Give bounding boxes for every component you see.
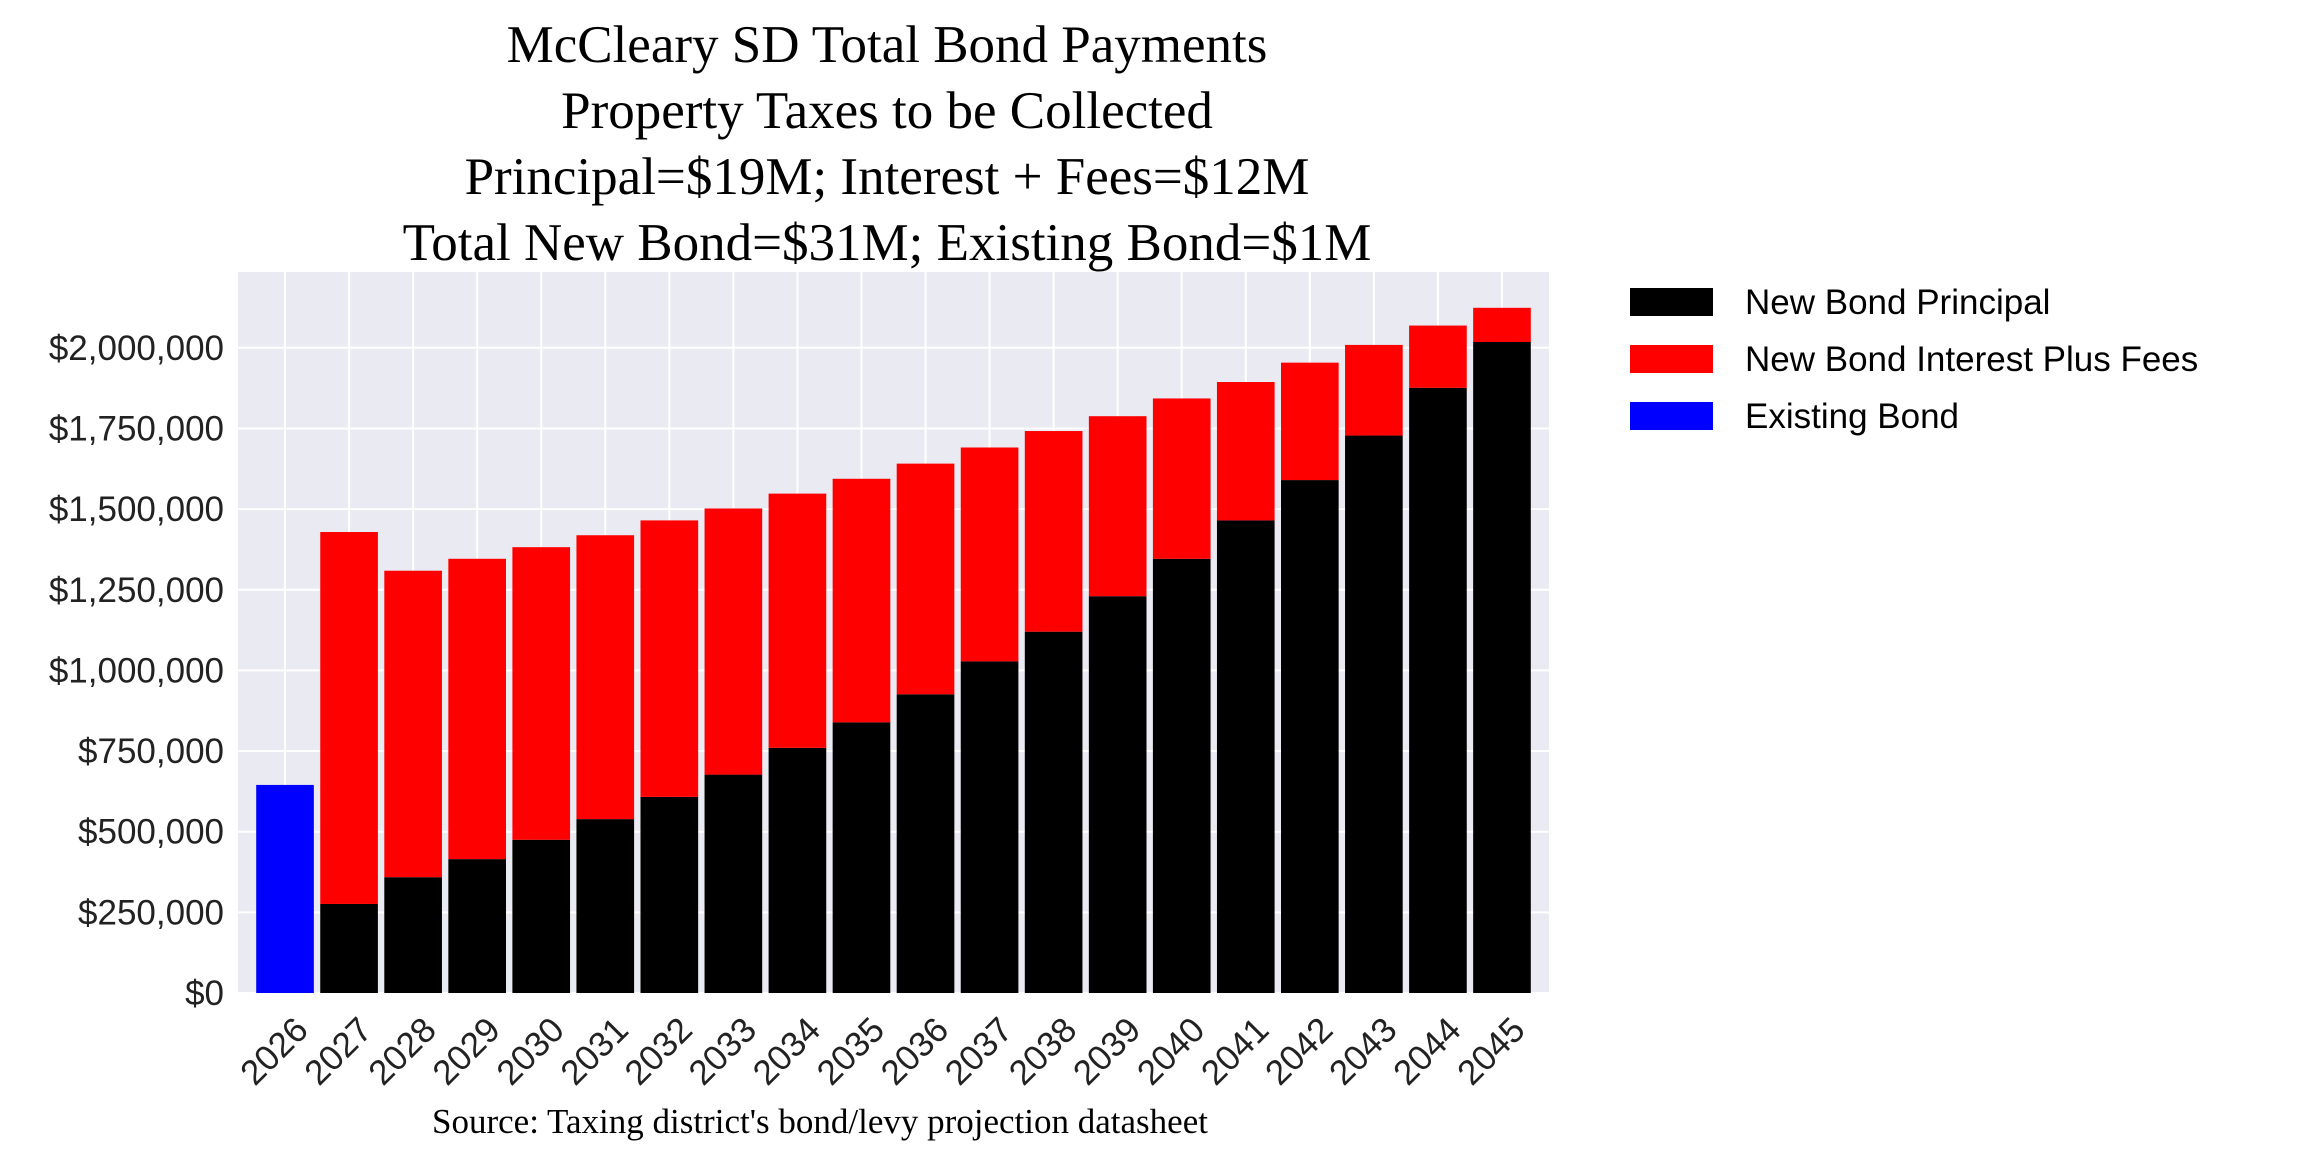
title-line-2: Property Taxes to be Collected: [561, 82, 1213, 140]
bar-2043-series-1: [1345, 344, 1403, 436]
legend-label: New Bond Interest Plus Fees: [1745, 340, 2198, 379]
bar-2034-series-0: [768, 747, 827, 993]
bar-2037-series-0: [960, 661, 1019, 993]
legend-label: Existing Bond: [1745, 397, 1959, 436]
x-tick-label: 2042: [1258, 1010, 1341, 1093]
y-tick-label: $2,000,000: [49, 329, 224, 368]
x-tick-label: 2041: [1194, 1010, 1277, 1093]
bar-2029-series-0: [448, 859, 506, 993]
x-tick-label: 2045: [1450, 1010, 1533, 1093]
bar-2027-series-0: [320, 903, 378, 993]
title-line-4: Total New Bond=$31M; Existing Bond=$1M: [403, 214, 1372, 272]
y-tick-label: $1,000,000: [49, 651, 224, 690]
x-tick-label: 2029: [425, 1010, 508, 1093]
x-tick-label: 2044: [1386, 1010, 1469, 1093]
bar-2043-series-0: [1345, 435, 1403, 994]
bar-2030-series-1: [512, 547, 571, 840]
x-tick-label: 2036: [874, 1010, 957, 1093]
x-axis-ticks: 2026202720282029203020312032203320342035…: [233, 1010, 1533, 1093]
bar-2036-series-1: [896, 463, 955, 695]
x-tick-label: 2043: [1322, 1010, 1405, 1093]
bar-2040-series-1: [1152, 398, 1211, 559]
x-tick-label: 2037: [938, 1010, 1021, 1093]
x-tick-label: 2034: [745, 1010, 828, 1093]
chart-title: McCleary SD Total Bond Payments Property…: [403, 16, 1372, 272]
x-tick-label: 2027: [297, 1010, 380, 1093]
bar-2042-series-0: [1281, 480, 1339, 993]
x-tick-label: 2030: [489, 1010, 572, 1093]
y-tick-label: $1,750,000: [49, 409, 224, 448]
bar-2045-series-0: [1473, 342, 1531, 993]
bar-2044-series-0: [1409, 387, 1467, 993]
bar-2038-series-1: [1024, 431, 1083, 632]
bar-2032-series-0: [640, 796, 699, 993]
y-tick-label: $1,500,000: [49, 490, 224, 529]
x-tick-label: 2026: [233, 1010, 316, 1093]
legend: New Bond Principal New Bond Interest Plus…: [1630, 283, 2198, 436]
bar-2033-series-0: [704, 774, 763, 993]
bar-2034-series-1: [768, 493, 827, 748]
bar-2028-series-1: [384, 570, 442, 878]
y-tick-label: $0: [185, 974, 224, 1013]
x-tick-label: 2033: [681, 1010, 764, 1093]
source-note: Source: Taxing district's bond/levy proj…: [432, 1102, 1208, 1141]
bar-2041-series-0: [1216, 520, 1275, 993]
legend-swatch: [1630, 288, 1713, 316]
bar-2040-series-0: [1152, 558, 1211, 993]
y-tick-label: $750,000: [78, 732, 224, 771]
bar-2026-series-2: [256, 784, 314, 993]
legend-label: New Bond Principal: [1745, 283, 2050, 322]
bar-2039-series-1: [1088, 416, 1147, 597]
bar-2038-series-0: [1024, 631, 1083, 993]
x-tick-label: 2028: [361, 1010, 444, 1093]
x-tick-label: 2031: [553, 1010, 636, 1093]
bar-2035-series-0: [832, 722, 891, 993]
x-tick-label: 2040: [1130, 1010, 1213, 1093]
bar-2041-series-1: [1216, 382, 1275, 521]
y-axis-ticks: $0 $250,000 $500,000 $750,000 $1,000,000 $1,2…: [49, 329, 224, 1013]
bar-2042-series-1: [1281, 362, 1339, 481]
x-tick-label: 2038: [1002, 1010, 1085, 1093]
bar-2035-series-1: [832, 478, 891, 723]
bar-2036-series-0: [896, 694, 955, 993]
x-tick-label: 2039: [1066, 1010, 1149, 1093]
bar-2028-series-0: [384, 877, 442, 993]
x-tick-label: 2035: [809, 1010, 892, 1093]
bar-2030-series-0: [512, 839, 571, 993]
y-tick-label: $1,250,000: [49, 571, 224, 610]
bar-2031-series-0: [576, 819, 635, 993]
title-line-3: Principal=$19M; Interest + Fees=$12M: [465, 148, 1310, 206]
bar-2045-series-1: [1473, 307, 1531, 343]
bar-2029-series-1: [448, 558, 506, 860]
bars: [256, 307, 1531, 994]
legend-swatch: [1630, 402, 1713, 430]
legend-swatch: [1630, 345, 1713, 373]
bar-2032-series-1: [640, 520, 699, 797]
bar-2044-series-1: [1409, 325, 1467, 388]
bar-2033-series-1: [704, 508, 763, 775]
bar-2027-series-1: [320, 532, 378, 904]
y-tick-label: $500,000: [78, 813, 224, 852]
x-tick-label: 2032: [617, 1010, 700, 1093]
y-tick-label: $250,000: [78, 893, 224, 932]
title-line-1: McCleary SD Total Bond Payments: [507, 16, 1268, 74]
bar-2031-series-1: [576, 535, 635, 820]
bar-2039-series-0: [1088, 596, 1147, 993]
bar-2037-series-1: [960, 447, 1019, 662]
